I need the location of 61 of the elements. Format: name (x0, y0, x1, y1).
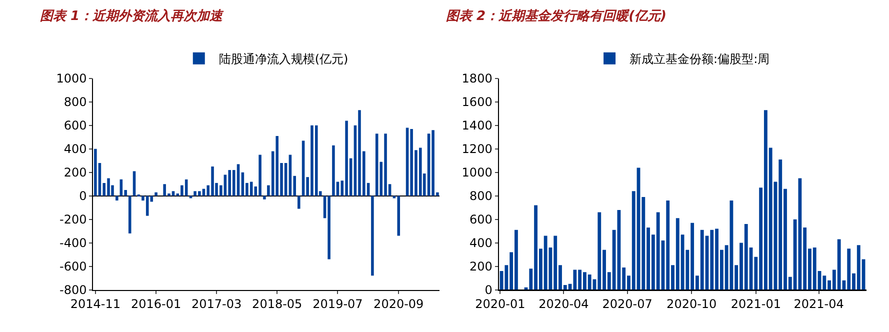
bar (120, 179, 123, 196)
chart-title: 图表 2：近期基金发行略有回暖(亿元) (446, 8, 666, 24)
bar (371, 196, 374, 276)
x-tick-label: 2020-07 (602, 297, 652, 312)
bar (94, 148, 97, 196)
x-tick-label: 2019-07 (312, 297, 363, 312)
y-tick-label: 1600 (462, 95, 492, 110)
bar (172, 191, 175, 196)
bar (236, 164, 240, 196)
y-tick-label: -400 (60, 236, 87, 250)
y-tick-label: 400 (469, 236, 492, 250)
bar (276, 136, 279, 196)
y-tick-label: 1000 (462, 166, 492, 180)
y-tick-label: 600 (64, 118, 87, 133)
bar (302, 140, 305, 196)
legend-label: 新成立基金份额:偏股型:周 (630, 52, 770, 66)
bar (297, 196, 300, 209)
bar (184, 179, 188, 196)
x-tick-label: 2020-01 (475, 297, 526, 312)
bar (284, 162, 288, 196)
bar (154, 192, 158, 196)
x-tick-label: 2018-05 (252, 297, 302, 312)
y-tick-label: 200 (64, 166, 87, 180)
y-tick-label: 1400 (462, 118, 492, 133)
chart-title: 图表 1：近期外资流入再次加速 (40, 8, 225, 24)
y-tick-label: 0 (484, 282, 492, 297)
bar (250, 182, 253, 196)
y-tick-label: -600 (60, 259, 87, 274)
bar (375, 134, 378, 196)
bar (328, 196, 330, 260)
x-tick-label: 2017-03 (191, 297, 242, 312)
bar (116, 196, 118, 201)
y-tick-label: 1200 (462, 142, 492, 156)
x-tick-label: 2016-01 (130, 297, 182, 312)
y-tick-label: -800 (60, 282, 87, 297)
bar (241, 172, 244, 196)
bar (427, 134, 430, 196)
y-tick-label: 400 (64, 142, 87, 156)
y-tick-label: 800 (469, 189, 492, 204)
y-tick-label: 1800 (462, 72, 492, 86)
bar (132, 171, 136, 196)
y-tick-label: 200 (469, 259, 492, 274)
bar (397, 196, 400, 236)
legend-label: 陆股通净流入规模(亿元) (218, 52, 348, 66)
y-tick-label: 600 (469, 212, 492, 227)
y-tick-label: 1000 (56, 72, 87, 86)
x-tick-label: 2020-10 (666, 297, 717, 312)
bar (332, 145, 335, 196)
x-tick-label: 2021-01 (730, 297, 781, 312)
bar (314, 125, 318, 196)
y-tick-label: 0 (79, 189, 87, 204)
bar (128, 196, 132, 234)
x-tick-label: 2020-09 (374, 297, 424, 312)
y-tick-label: 800 (64, 95, 87, 110)
y-tick-label: -200 (60, 212, 87, 227)
bar (288, 154, 292, 196)
x-tick-label: 2020-04 (538, 297, 589, 312)
x-tick-label: 2021-04 (794, 297, 844, 312)
bar (146, 196, 149, 216)
bar (263, 196, 266, 200)
x-tick-label: 2014-11 (70, 297, 120, 312)
